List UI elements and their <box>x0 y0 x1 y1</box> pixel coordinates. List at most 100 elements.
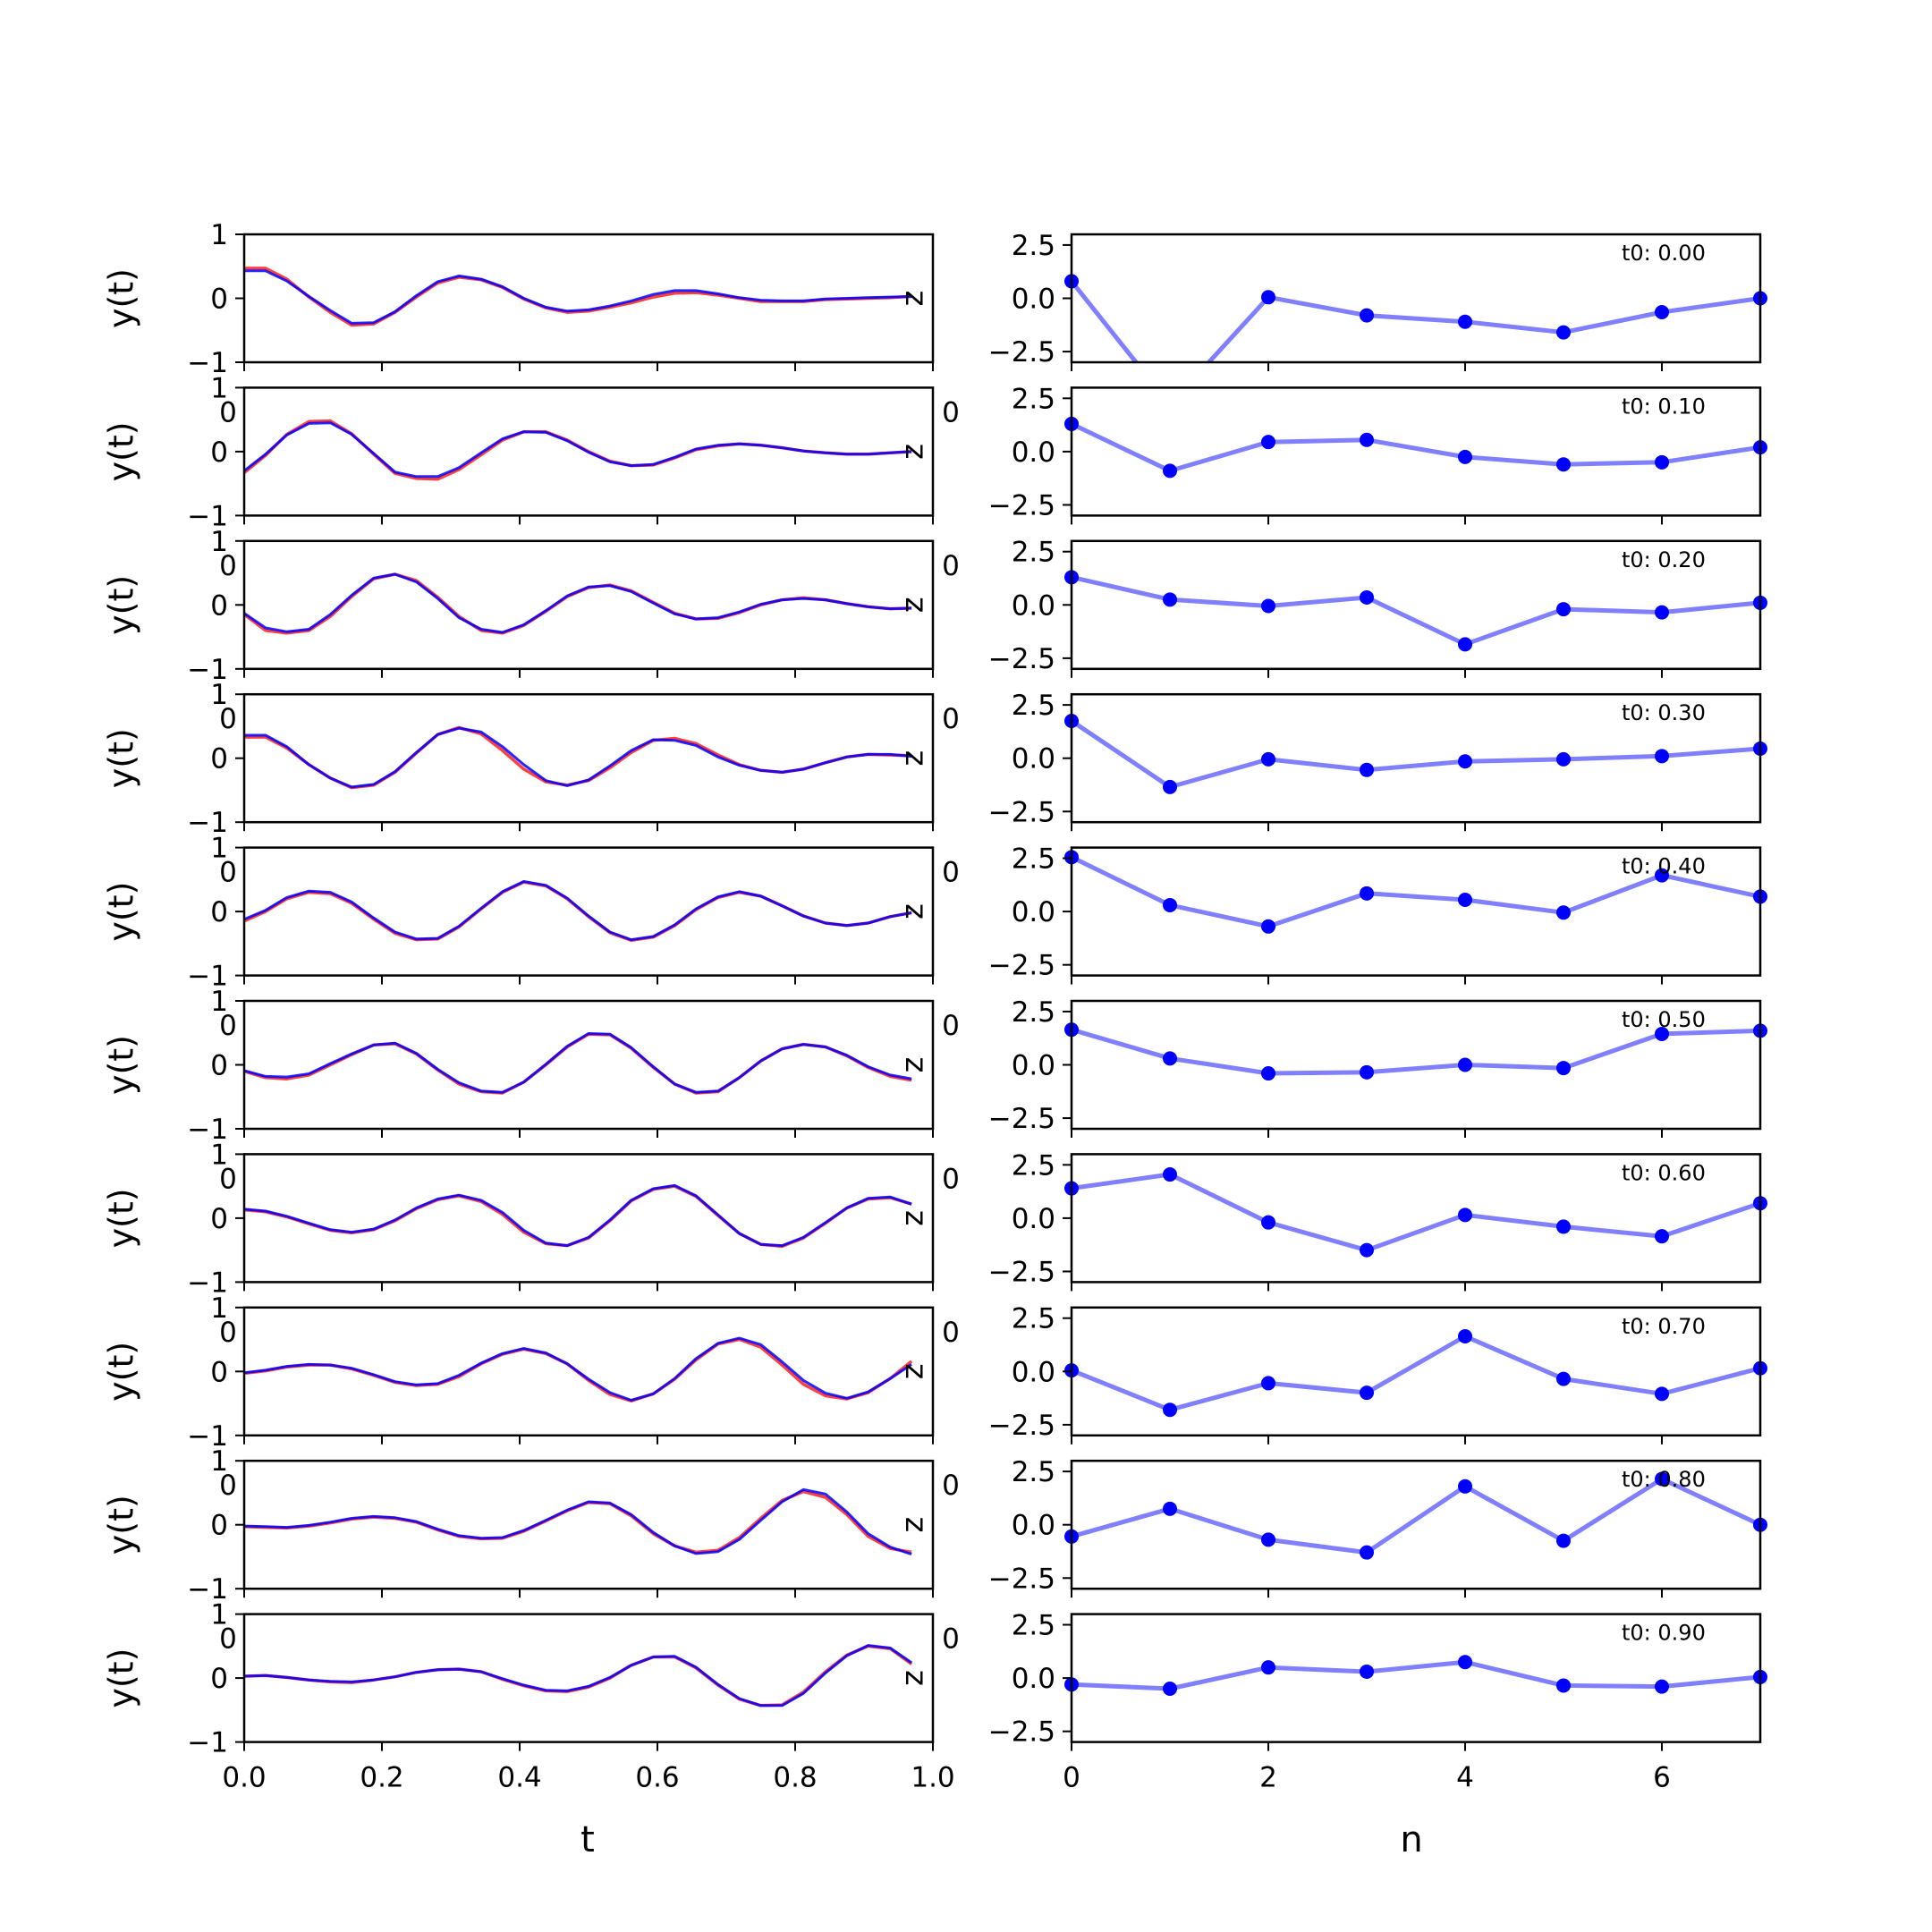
latent-point <box>1261 1532 1275 1547</box>
z-axis-label: z <box>895 1057 931 1073</box>
latent-t0-annotation: t0: 0.30 <box>1622 700 1706 725</box>
y-tick-label: −1 <box>187 1114 228 1146</box>
true-signal-line <box>244 1184 912 1249</box>
signal-panel-8: 10−1y(t)0 0z <box>102 1445 960 1606</box>
y-tick-label: 0.0 <box>1012 1663 1055 1695</box>
latent-t0-annotation: t0: 0.70 <box>1622 1314 1706 1339</box>
stray-tick-label: 0 <box>219 1623 237 1656</box>
reconstruction-line <box>244 1336 912 1402</box>
y-tick-label: −2.5 <box>988 1103 1055 1135</box>
latent-point <box>1261 751 1275 767</box>
y-tick-label: 0 <box>210 436 228 469</box>
latent-point <box>1655 868 1669 883</box>
latent-point <box>1261 1376 1275 1391</box>
latent-point <box>1556 325 1571 340</box>
stray-tick-label: 0 <box>219 857 237 889</box>
x-tick-label: 0.6 <box>635 1762 679 1794</box>
signal-panel-6: 10−1y(t)0 0z <box>102 1139 960 1299</box>
signal-axes-frame <box>242 846 935 977</box>
y-tick-label: 0.0 <box>1012 1050 1055 1082</box>
latent-panel-8: 2.5 0.0 −2.5 t0: 0.80 <box>988 1456 1767 1598</box>
latent-point <box>1261 1215 1275 1230</box>
y-tick-label: −2.5 <box>988 1716 1055 1749</box>
latent-line <box>1071 574 1761 647</box>
true-signal-line <box>244 267 912 327</box>
y-tick-label: −1 <box>187 807 228 839</box>
x-tick-label: 0.2 <box>360 1762 403 1794</box>
latent-point <box>1556 1061 1571 1076</box>
y-tick-label: 1 <box>210 526 228 558</box>
latent-point <box>1163 1682 1177 1697</box>
z-axis-label: z <box>895 1670 931 1686</box>
signal-axes-frame <box>242 1153 935 1284</box>
latent-t0-annotation: t0: 0.80 <box>1622 1467 1706 1492</box>
signal-axes-frame <box>242 1306 935 1437</box>
x-tick-label: 6 <box>1653 1762 1671 1794</box>
latent-point <box>1360 589 1374 605</box>
latent-point <box>1163 897 1177 912</box>
latent-point <box>1655 749 1669 764</box>
y-tick-label: 2.5 <box>1012 1149 1055 1182</box>
latent-point <box>1261 1660 1275 1675</box>
latent-point <box>1655 1471 1669 1487</box>
y-tick-label: 0 <box>210 896 228 928</box>
y-tick-label: −1 <box>187 347 228 379</box>
y-axis-label: y(t) <box>102 575 141 635</box>
y-axis-label: y(t) <box>102 1188 141 1248</box>
y-tick-label: 1 <box>210 372 228 404</box>
latent-t0-annotation: t0: 0.00 <box>1622 241 1706 266</box>
latent-point <box>1458 637 1472 652</box>
y-tick-label: 2.5 <box>1012 1303 1055 1335</box>
true-signal-line <box>244 1032 912 1095</box>
x-tick-label: 0.0 <box>222 1762 266 1794</box>
true-signal-line <box>244 1489 912 1555</box>
y-tick-label: 1 <box>210 1445 228 1478</box>
y-tick-label: −1 <box>187 961 228 993</box>
latent-point <box>1556 905 1571 920</box>
z-axis-label: z <box>895 444 931 460</box>
latent-point <box>1261 435 1275 450</box>
y-tick-label: 0 <box>210 1663 228 1695</box>
latent-panel-5: 2.5 0.0 −2.5 t0: 0.50 <box>988 996 1767 1138</box>
stray-tick-label: 0 <box>219 1317 237 1349</box>
y-tick-label: 1 <box>210 1139 228 1171</box>
latent-point <box>1556 602 1571 617</box>
y-tick-label: 2.5 <box>1012 383 1055 415</box>
y-tick-label: −2.5 <box>988 1256 1055 1288</box>
z-axis-label: z <box>895 750 931 767</box>
y-tick-label: 2.5 <box>1012 230 1055 262</box>
latent-point <box>1556 457 1571 472</box>
latent-point <box>1261 919 1275 934</box>
z-axis-label: z <box>895 291 931 307</box>
latent-t0-annotation: t0: 0.10 <box>1622 394 1706 419</box>
signal-panel-1: 10−1y(t)0 0z <box>102 372 960 532</box>
latent-point <box>1163 779 1177 794</box>
z-axis-label: z <box>895 1210 931 1226</box>
y-tick-label: −2.5 <box>988 643 1055 675</box>
y-axis-label: y(t) <box>102 1495 141 1555</box>
y-axis-label: y(t) <box>102 1342 141 1402</box>
latent-point <box>1458 1328 1472 1343</box>
stray-tick-label: 0 <box>219 396 237 428</box>
y-tick-label: −1 <box>187 1420 228 1453</box>
stray-tick-label: 0 <box>942 396 960 428</box>
y-tick-label: 1 <box>210 833 228 865</box>
signal-panel-4: 10−1y(t)0 0z <box>102 833 960 993</box>
latent-point <box>1360 308 1374 323</box>
latent-t0-annotation: t0: 0.60 <box>1622 1160 1706 1185</box>
latent-point <box>1458 754 1472 769</box>
reconstruction-line <box>244 572 912 634</box>
signal-axes-frame <box>242 1459 935 1590</box>
latent-line <box>1071 1334 1761 1412</box>
y-tick-label: 1 <box>210 1599 228 1631</box>
reconstruction-line <box>244 1183 912 1248</box>
latent-point <box>1360 886 1374 901</box>
y-axis-label: y(t) <box>102 268 141 328</box>
stray-tick-label: 0 <box>942 1470 960 1502</box>
y-tick-label: −1 <box>187 654 228 686</box>
y-tick-label: 0.0 <box>1012 1203 1055 1235</box>
latent-point <box>1458 1057 1472 1072</box>
y-tick-label: 2.5 <box>1012 537 1055 569</box>
reconstruction-line <box>244 1487 912 1556</box>
